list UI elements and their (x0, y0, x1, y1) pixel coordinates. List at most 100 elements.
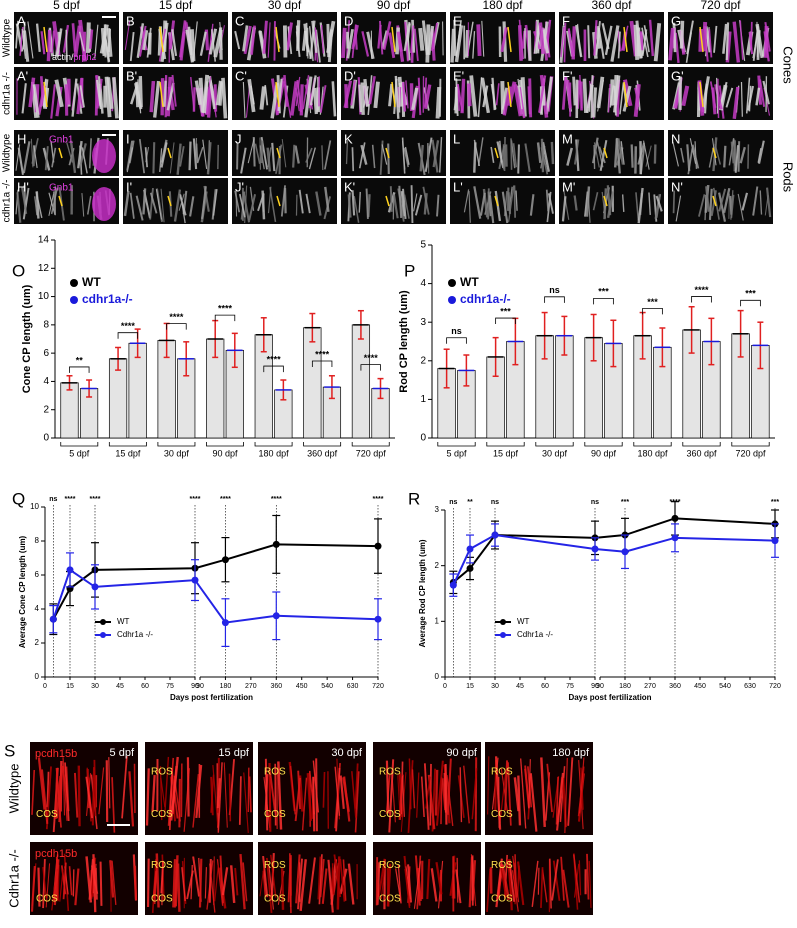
micrograph-texture (188, 757, 189, 816)
column-header: 90 dpf (377, 0, 411, 12)
micrograph-texture (594, 87, 596, 117)
category-bracket (585, 442, 622, 446)
significance-bracket (447, 338, 467, 344)
region-label: ROS (491, 766, 513, 777)
significance-bracket (118, 333, 138, 339)
y-tick-label: 8 (35, 536, 40, 545)
legend-label: Cdhr1a -/- (517, 630, 553, 639)
significance-label: *** (500, 306, 511, 316)
significance-label: *** (745, 289, 756, 299)
significance-label: ns (591, 499, 599, 506)
panel-letter: C (235, 13, 244, 28)
significance-label: ** (467, 499, 473, 506)
micrograph-texture (514, 185, 515, 217)
y-axis-label: Average Cone CP length (um) (18, 535, 27, 648)
category-bracket (158, 442, 195, 446)
micrograph-texture (153, 142, 154, 173)
panel-letter: E' (453, 68, 464, 83)
significance-bracket (741, 300, 761, 306)
panel-letter: A' (17, 68, 28, 83)
stain-actin: actin/ (52, 52, 74, 62)
region-label: ROS (379, 860, 401, 871)
micrograph-texture (274, 21, 275, 61)
column-header: 180 dpf (552, 747, 590, 759)
panel-letter: M' (562, 179, 575, 194)
panel-letter: P (404, 261, 415, 280)
point (375, 543, 382, 550)
x-tick-label: 360 (669, 683, 681, 690)
stain-label: actin/prph2 (52, 52, 97, 62)
x-tick-label: 30 dpf (542, 448, 568, 458)
micrograph-background (450, 178, 555, 224)
region-label: ROS (264, 766, 286, 777)
micrograph (232, 67, 337, 120)
micrograph-texture (436, 770, 437, 816)
significance-label: ns (451, 326, 462, 336)
micrograph-texture (420, 28, 422, 51)
x-tick-label: 45 (116, 683, 124, 690)
x-tick-label: 360 (270, 683, 282, 690)
row-label: cdhr1a -/- (2, 180, 13, 223)
significance-label: **** (694, 285, 709, 295)
micrograph-texture (285, 25, 286, 57)
micrograph-texture (438, 87, 440, 118)
significance-bracket (69, 367, 89, 373)
micrograph-background (668, 130, 773, 176)
y-tick-label: 2 (435, 561, 440, 570)
panel-letter: G (671, 13, 681, 28)
micrograph-texture (37, 191, 39, 218)
y-tick-label: 2 (43, 404, 49, 415)
column-header: 5 dpf (110, 747, 135, 759)
micrograph-texture (200, 859, 201, 908)
y-tick-label: 0 (435, 672, 440, 681)
micrograph-texture (210, 859, 211, 903)
panel-letter: O (12, 261, 25, 280)
legend-label: WT (117, 617, 130, 626)
point (192, 577, 199, 584)
micrograph-texture (478, 24, 479, 56)
row-label: Wildtype (6, 764, 21, 814)
region-label: COS (379, 894, 401, 905)
micrograph-texture (615, 86, 616, 116)
x-tick-label: 30 (491, 683, 499, 690)
region-label: COS (36, 809, 58, 820)
y-tick-label: 0 (420, 433, 426, 444)
point (772, 537, 779, 544)
x-tick-label: 630 (347, 683, 359, 690)
micrograph-texture (48, 30, 49, 61)
legend-marker (448, 296, 456, 304)
micrograph-texture (529, 30, 530, 61)
region-label: COS (491, 894, 513, 905)
column-header: 180 dpf (482, 0, 523, 12)
micrograph (668, 67, 773, 120)
point (622, 548, 629, 555)
region-label: COS (36, 894, 58, 905)
x-tick-label: 180 dpf (259, 448, 290, 458)
micrograph-texture (456, 87, 457, 113)
stain-blob (92, 139, 116, 173)
x-tick-label: 360 dpf (686, 448, 717, 458)
micrograph-background (232, 130, 337, 176)
significance-label: ns (49, 496, 57, 503)
bar (352, 325, 369, 438)
significance-label: **** (220, 496, 231, 503)
micrograph-texture (565, 23, 566, 63)
x-tick-label: 270 (644, 683, 656, 690)
x-tick-label: 90 (196, 683, 204, 690)
micrograph (123, 130, 228, 176)
micrograph-texture (316, 758, 317, 831)
x-tick-label: 450 (296, 683, 308, 690)
micrograph-texture (214, 856, 215, 905)
micrograph-texture (343, 28, 345, 58)
x-tick-label: 0 (43, 683, 47, 690)
y-tick-label: 5 (420, 240, 426, 251)
micrograph (668, 178, 773, 224)
micrograph (668, 130, 773, 176)
micrograph (450, 12, 555, 64)
significance-label: *** (647, 297, 658, 307)
micrograph-texture (462, 79, 464, 113)
micrograph-texture (511, 138, 512, 169)
significance-label: *** (771, 499, 779, 506)
micrograph-texture (367, 189, 368, 219)
